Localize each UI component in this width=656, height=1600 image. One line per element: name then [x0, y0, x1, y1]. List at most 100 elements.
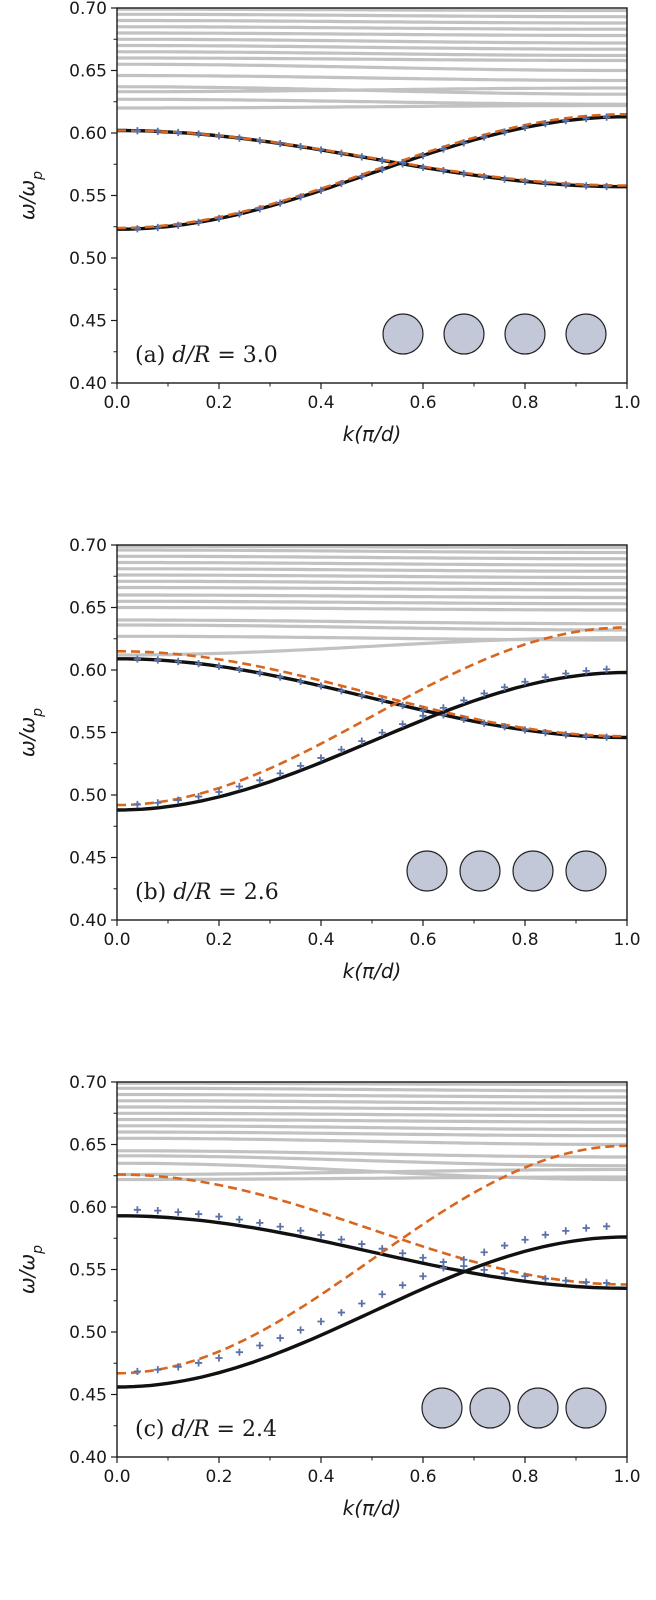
y-tick-label: 0.65: [69, 1136, 107, 1156]
plot-area: [117, 1082, 627, 1389]
marker-point: [358, 692, 366, 700]
dashed-lower-band-line: [117, 113, 627, 230]
dashed-lower-band-line: [117, 626, 627, 807]
gray-band-line: [117, 554, 627, 561]
marker-point: [317, 1317, 325, 1326]
marker-point: [337, 687, 345, 695]
marker-point: [154, 1366, 162, 1374]
marker-point: [215, 132, 223, 140]
marker-point: [256, 669, 264, 677]
marker-point: [378, 156, 386, 164]
dashed-upper-band-line: [117, 650, 627, 738]
marker-point: [256, 1341, 264, 1350]
y-tick-label: 0.40: [69, 911, 107, 931]
gray-band-line: [117, 85, 627, 96]
marker-point: [215, 662, 223, 670]
marker-point: [297, 1227, 305, 1235]
marker-point: [337, 1235, 345, 1244]
y-tick-label: 0.65: [69, 62, 107, 82]
panel-b: 0.40 0.45 0.50 0.55 0.60 0.65 0.70 0.0 0.2 0.4 0.6…: [15, 536, 641, 983]
marker-point: [460, 715, 468, 723]
marker-point: [195, 660, 203, 668]
marker-point: [195, 792, 203, 801]
marker-point: [439, 167, 447, 175]
marker-point: [603, 182, 611, 191]
marker-point: [582, 114, 590, 123]
marker-point: [562, 669, 570, 678]
gray-band-line: [117, 585, 627, 592]
marker-point: [501, 1269, 509, 1277]
marker-point: [317, 186, 325, 194]
x-tick-label: 0.4: [307, 1467, 334, 1487]
marker-point: [235, 1215, 243, 1224]
dashed-upper-band-line: [117, 129, 627, 187]
gray-band-line: [117, 12, 627, 19]
y-tick-label: 0.50: [69, 1323, 107, 1343]
marker-point: [154, 127, 162, 135]
marker-point: [562, 1277, 570, 1285]
marker-point: [562, 117, 570, 125]
gray-band-line: [117, 1161, 627, 1182]
marker-point: [521, 123, 529, 132]
marker-point: [174, 221, 182, 229]
marker-point: [460, 696, 468, 704]
marker-point: [174, 657, 182, 666]
marker-point: [480, 719, 488, 727]
gray-band-line: [117, 548, 627, 555]
marker-point: [419, 1272, 427, 1280]
marker-point: [501, 683, 509, 691]
gray-band-line: [117, 73, 627, 83]
marker-point: [195, 1359, 203, 1367]
marker-point: [541, 1231, 549, 1239]
marker-point: [378, 728, 386, 737]
marker-point: [582, 732, 590, 740]
particle-circle: [406, 850, 448, 892]
panel-c: 0.40 0.45 0.50 0.55 0.60 0.65 0.70 0.0 0.2 0.4 0.6…: [15, 1073, 641, 1520]
marker-point: [297, 1326, 305, 1334]
marker-point: [297, 762, 305, 770]
marker-point: [235, 1348, 243, 1356]
exact-lower-band-line: [117, 670, 627, 812]
exact-upper-band-line: [117, 657, 627, 740]
particle-circle: [443, 313, 485, 355]
gray-band-line: [117, 560, 627, 567]
dashed-upper-band-line: [117, 1173, 627, 1286]
marker-point: [582, 182, 590, 190]
marker-point: [460, 139, 468, 147]
y-tick-label: 0.60: [69, 661, 107, 681]
marker-point: [603, 733, 611, 741]
particle-circle: [469, 1387, 511, 1429]
marker-point: [154, 1207, 162, 1215]
marker-point: [501, 175, 509, 183]
marker-point: [439, 145, 447, 153]
y-tick-label: 0.55: [69, 187, 107, 207]
marker-point: [235, 134, 243, 142]
x-tick-label: 0.6: [409, 393, 436, 413]
gray-band-line: [117, 1149, 627, 1159]
marker-point: [215, 1212, 223, 1221]
marker-point: [235, 782, 243, 791]
y-tick-label: 0.70: [69, 536, 107, 556]
marker-point: [276, 1334, 284, 1342]
exact-lower-band-line: [117, 1235, 627, 1389]
marker-point: [399, 1281, 407, 1289]
gray-band-line: [117, 1117, 627, 1124]
marker-point: [419, 1254, 427, 1262]
marker-point: [174, 796, 182, 804]
plot-area: [117, 545, 627, 812]
marker-point: [133, 225, 141, 233]
gray-band-line: [117, 605, 627, 612]
marker-point: [480, 172, 488, 181]
marker-point: [541, 673, 549, 681]
marker-point: [133, 655, 141, 663]
marker-point: [562, 731, 570, 739]
marker-point: [541, 179, 549, 187]
particle-circle: [504, 313, 546, 355]
marker-point: [419, 152, 427, 160]
gray-band-line: [117, 1124, 627, 1132]
particle-circle: [565, 1387, 607, 1429]
marker-point: [358, 172, 366, 181]
x-tick-label: 0.4: [307, 393, 334, 413]
gray-band-line: [117, 599, 627, 606]
